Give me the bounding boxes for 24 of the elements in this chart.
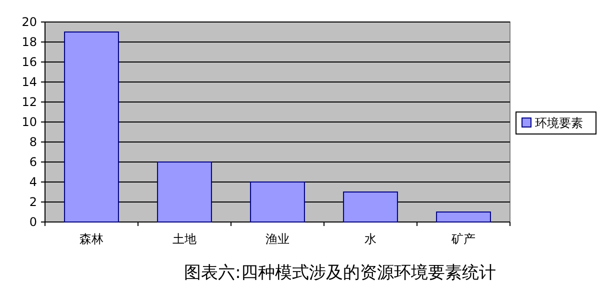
y-tick-label: 20 — [22, 15, 37, 29]
y-tick-label: 18 — [22, 35, 37, 49]
bar — [436, 212, 491, 222]
bar — [157, 162, 212, 222]
y-tick-label: 16 — [22, 55, 37, 69]
y-tick-label: 2 — [29, 195, 37, 209]
bar — [250, 182, 305, 222]
y-tick-label: 4 — [29, 175, 37, 189]
x-tick-label: 矿产 — [450, 232, 476, 246]
legend: 环境要素 — [516, 112, 596, 134]
x-tick-label: 土地 — [172, 232, 196, 246]
bar — [64, 32, 119, 222]
y-tick-label: 12 — [22, 95, 37, 109]
text: 图表六:四种模式涉及的资源环境要素统计 — [184, 263, 496, 283]
x-tick-label: 渔业 — [266, 232, 290, 246]
x-tick-label: 森林 — [80, 232, 104, 246]
y-tick-label: 0 — [29, 215, 37, 229]
y-tick-label: 6 — [29, 155, 37, 169]
y-tick-label: 14 — [22, 75, 37, 89]
x-tick-label: 水 — [364, 232, 376, 246]
legend-label: 环境要素 — [535, 116, 583, 130]
y-tick-label: 10 — [22, 115, 37, 129]
y-tick-label: 8 — [29, 135, 37, 149]
bar — [343, 192, 398, 222]
